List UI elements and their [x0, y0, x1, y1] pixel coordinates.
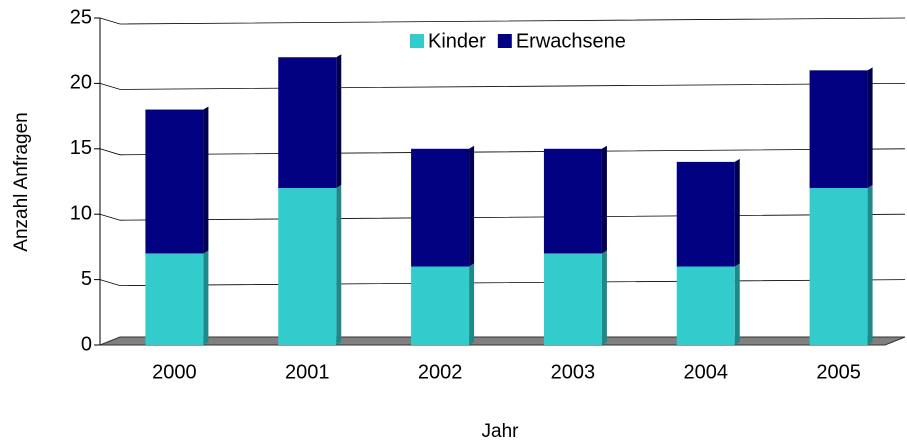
bar-side	[601, 250, 607, 345]
grid-line	[99, 148, 906, 156]
bar	[676, 161, 735, 267]
y-tick-label: 10	[70, 202, 92, 224]
legend-swatch	[497, 34, 512, 48]
legend-box	[398, 26, 693, 56]
bar	[809, 188, 868, 345]
bar-side	[867, 185, 873, 345]
bar-side	[734, 158, 740, 267]
grid-line	[99, 279, 906, 287]
grid-line	[99, 213, 906, 221]
x-axis-title: Jahr	[482, 421, 520, 442]
x-tick-label: 2005	[816, 361, 861, 383]
bar-side	[601, 145, 607, 254]
bar	[809, 70, 868, 189]
grid-line	[99, 83, 906, 90]
bar-side	[336, 185, 342, 345]
grid-line	[99, 17, 906, 25]
legend-swatch	[410, 34, 424, 48]
y-tick-label: 20	[70, 72, 92, 94]
y-tick-label: 0	[81, 333, 92, 355]
x-tick-label: 2004	[684, 361, 729, 383]
y-tick-label: 5	[81, 268, 92, 290]
legend-label: Kinder	[428, 30, 486, 52]
bar-side	[203, 106, 209, 254]
x-tick-label: 2002	[418, 361, 463, 383]
y-tick-label: 15	[70, 137, 92, 159]
bar	[543, 253, 602, 345]
bar	[411, 266, 470, 345]
y-tick-label: 25	[70, 6, 92, 28]
x-tick-label: 2000	[152, 361, 197, 383]
bar	[278, 188, 337, 345]
bar-side	[336, 54, 342, 189]
bar-side	[469, 263, 475, 345]
x-tick-label: 2001	[285, 361, 330, 383]
bar	[411, 148, 470, 267]
bar	[145, 109, 204, 254]
x-tick-label: 2003	[551, 361, 596, 383]
legend-label: Erwachsene	[516, 30, 626, 52]
bar-side	[867, 67, 873, 189]
bar-side	[203, 250, 209, 345]
bar	[278, 57, 337, 189]
bar	[676, 266, 735, 345]
bar-side	[469, 145, 475, 267]
bar	[145, 253, 204, 345]
floor	[99, 336, 906, 346]
bar	[543, 148, 602, 254]
bar-side	[734, 263, 740, 345]
y-axis-title: Anzahl Anfragen	[11, 112, 32, 251]
